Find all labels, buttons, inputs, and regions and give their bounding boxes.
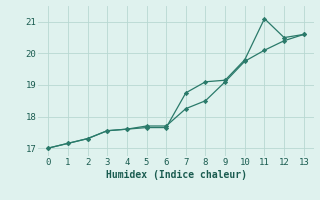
- X-axis label: Humidex (Indice chaleur): Humidex (Indice chaleur): [106, 170, 246, 180]
